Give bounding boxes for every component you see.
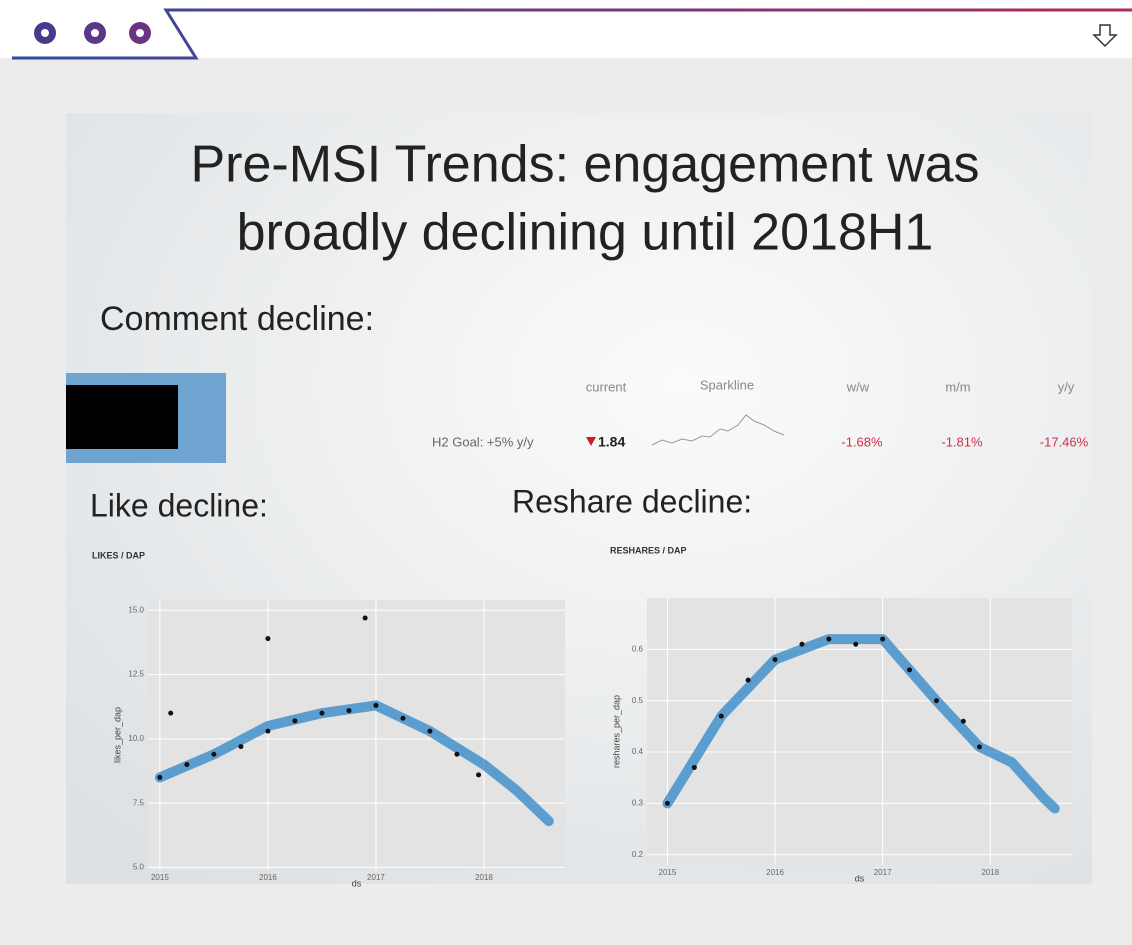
x-tick-label: 2016 xyxy=(766,868,784,877)
data-point xyxy=(772,657,778,663)
data-point xyxy=(184,762,190,768)
data-point xyxy=(880,636,886,642)
data-point xyxy=(157,774,163,780)
data-point xyxy=(691,764,697,770)
data-point xyxy=(346,708,352,714)
data-point xyxy=(265,728,271,734)
sparkline xyxy=(651,414,785,446)
x-tick-label: 2015 xyxy=(151,873,169,882)
data-point xyxy=(211,751,217,757)
dot-center xyxy=(91,29,99,37)
y-tick-label: 0.3 xyxy=(632,798,644,807)
x-axis-label: ds xyxy=(352,878,362,888)
data-point xyxy=(476,772,482,778)
table-header: current xyxy=(586,379,627,394)
x-tick-label: 2015 xyxy=(659,868,677,877)
change-value: -17.46% xyxy=(1040,434,1089,449)
change-value: -1.68% xyxy=(841,434,883,449)
window-dots xyxy=(34,22,151,44)
table-header: w/w xyxy=(846,379,870,394)
data-point xyxy=(292,718,298,724)
table-header: y/y xyxy=(1058,379,1075,394)
x-tick-label: 2017 xyxy=(874,868,892,877)
slide-title: broadly declining until 2018H1 xyxy=(237,204,934,262)
section-heading: Like decline: xyxy=(90,487,268,523)
data-point xyxy=(319,710,325,716)
data-point xyxy=(427,728,433,734)
tab-outline xyxy=(12,8,1132,60)
x-axis-label: ds xyxy=(855,873,865,883)
x-tick-label: 2018 xyxy=(475,873,493,882)
data-point xyxy=(745,677,751,683)
y-tick-label: 0.6 xyxy=(632,644,644,653)
y-tick-label: 15.0 xyxy=(128,605,144,614)
x-tick-label: 2017 xyxy=(367,873,385,882)
data-point xyxy=(826,636,832,642)
table-header: Sparkline xyxy=(700,377,754,392)
y-tick-label: 5.0 xyxy=(133,863,145,872)
data-point xyxy=(718,713,724,719)
change-value: -1.81% xyxy=(941,434,983,449)
data-point xyxy=(454,751,460,757)
chart-title: RESHARES / DAP xyxy=(610,545,687,555)
data-point xyxy=(853,641,859,647)
y-tick-label: 0.2 xyxy=(632,850,644,859)
data-point xyxy=(799,641,805,647)
y-tick-label: 7.5 xyxy=(133,798,145,807)
section-heading: Reshare decline: xyxy=(512,483,752,519)
data-point xyxy=(265,636,271,642)
data-point xyxy=(400,715,406,721)
x-tick-label: 2018 xyxy=(981,868,999,877)
data-point xyxy=(238,744,244,750)
row-label: H2 Goal: +5% y/y xyxy=(432,434,534,449)
section-heading: Comment decline: xyxy=(100,300,374,338)
current-value: 1.84 xyxy=(598,434,625,450)
data-point xyxy=(907,667,913,673)
data-point xyxy=(976,744,982,750)
dot-center xyxy=(41,29,49,37)
chart-title: LIKES / DAP xyxy=(92,550,145,560)
y-tick-label: 0.4 xyxy=(632,747,644,756)
x-tick-label: 2016 xyxy=(259,873,277,882)
plot-area xyxy=(148,600,565,870)
redaction xyxy=(66,385,178,449)
down-arrow xyxy=(586,437,596,446)
data-point xyxy=(168,710,174,716)
y-axis-label: reshares_per_dap xyxy=(611,695,621,768)
y-tick-label: 12.5 xyxy=(128,670,144,679)
slide-title: Pre-MSI Trends: engagement was xyxy=(190,136,979,194)
y-tick-label: 0.5 xyxy=(632,696,644,705)
dot-center xyxy=(136,29,144,37)
data-point xyxy=(362,615,368,621)
y-tick-label: 10.0 xyxy=(128,734,144,743)
data-point xyxy=(373,702,379,708)
y-axis-label: likes_per_dap xyxy=(112,707,122,763)
data-point xyxy=(664,800,670,806)
table-header: m/m xyxy=(945,379,970,394)
data-point xyxy=(933,698,939,704)
download-icon[interactable] xyxy=(1092,24,1118,48)
data-point xyxy=(960,718,966,724)
